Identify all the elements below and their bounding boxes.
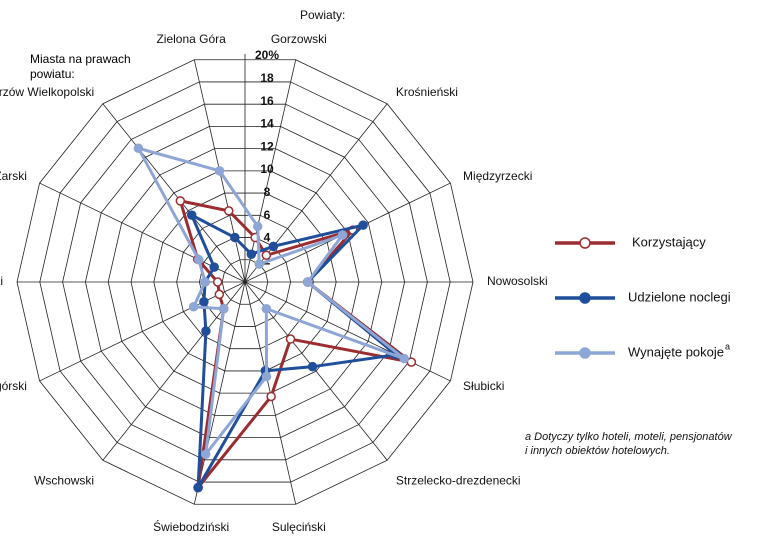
- legend-marker: [579, 347, 591, 359]
- category-label: Zielona Góra: [156, 32, 226, 46]
- y-tick-label: 10: [260, 162, 274, 176]
- data-point: [133, 143, 144, 154]
- annotation: Miasta na prawach powiatu:: [30, 52, 131, 81]
- data-point: [200, 449, 211, 460]
- y-tick-label: 12: [260, 139, 274, 153]
- data-point: [285, 334, 296, 344]
- y-tick-label: 6: [264, 208, 271, 222]
- category-label: Zielonogórski: [0, 379, 27, 393]
- series-line: [135, 145, 406, 460]
- y-tick-label: 8: [264, 185, 271, 199]
- spoke: [39, 281, 246, 382]
- y-tick-label: 4: [264, 231, 271, 245]
- data-point: [266, 391, 276, 402]
- spoke: [102, 103, 246, 283]
- footnote-marker: a: [725, 341, 730, 351]
- category-label: Gorzów Wielkopolski: [0, 85, 94, 99]
- data-point: [175, 196, 186, 206]
- data-point: [224, 206, 234, 216]
- category-label: Krośnieński: [396, 85, 458, 99]
- data-point: [261, 250, 272, 261]
- data-point: [358, 220, 368, 230]
- legend-label: Wynajęte pokoje: [628, 344, 724, 359]
- footnote: a Dotyczy tylko hoteli, moteli, pensjona…: [525, 431, 733, 443]
- data-point: [199, 297, 209, 307]
- y-tick-label: 14: [260, 117, 274, 131]
- data-point: [218, 303, 229, 314]
- data-point: [307, 361, 318, 372]
- data-point: [193, 482, 203, 493]
- data-point: [188, 301, 199, 312]
- category-label: Międzyrzecki: [463, 169, 532, 183]
- annotation-box: Miasta na prawach powiatu:: [30, 52, 131, 81]
- data-point: [399, 353, 409, 364]
- data-point: [194, 254, 204, 265]
- data-point: [201, 326, 211, 336]
- data-point: [214, 166, 225, 176]
- data-point: [214, 289, 225, 300]
- data-point: [200, 277, 210, 287]
- data-point: [268, 241, 279, 252]
- y-tick-label: 18: [260, 71, 274, 85]
- category-label: Świebodziński: [153, 519, 229, 534]
- data-point: [186, 210, 197, 220]
- category-label: Nowosolski: [487, 274, 548, 288]
- data-point: [230, 232, 240, 243]
- category-label: Słubicki: [463, 379, 504, 393]
- category-label: Strzelecko-drezdenecki: [396, 473, 521, 487]
- category-label: Sulęciński: [272, 520, 326, 534]
- legend-label: Korzystający: [632, 234, 706, 249]
- data-point: [254, 259, 264, 269]
- data-point: [337, 230, 348, 240]
- data-point: [209, 262, 219, 272]
- legend-marker: [579, 237, 591, 249]
- data-point: [302, 277, 313, 287]
- data-point: [261, 371, 272, 382]
- y-tick-label: 20%: [255, 48, 279, 62]
- category-label: Gorzowski: [271, 32, 327, 46]
- annotation: Powiaty:: [300, 8, 345, 22]
- legend-label: Udzielone noclegi: [628, 289, 731, 304]
- legend-marker: [579, 292, 591, 304]
- data-point: [212, 277, 223, 287]
- y-tick-label: 16: [260, 94, 274, 108]
- series-line: [188, 211, 400, 489]
- data-point: [252, 221, 263, 232]
- category-label: Wschowski: [34, 473, 94, 487]
- category-label: Żagański: [0, 274, 3, 288]
- data-point: [261, 303, 272, 314]
- spoke: [193, 281, 246, 505]
- category-label: Żarski: [0, 169, 27, 183]
- spoke: [244, 281, 451, 382]
- spoke: [244, 59, 297, 283]
- footnote: i innych obiektów hotelowych.: [525, 445, 670, 457]
- data-point: [246, 249, 257, 259]
